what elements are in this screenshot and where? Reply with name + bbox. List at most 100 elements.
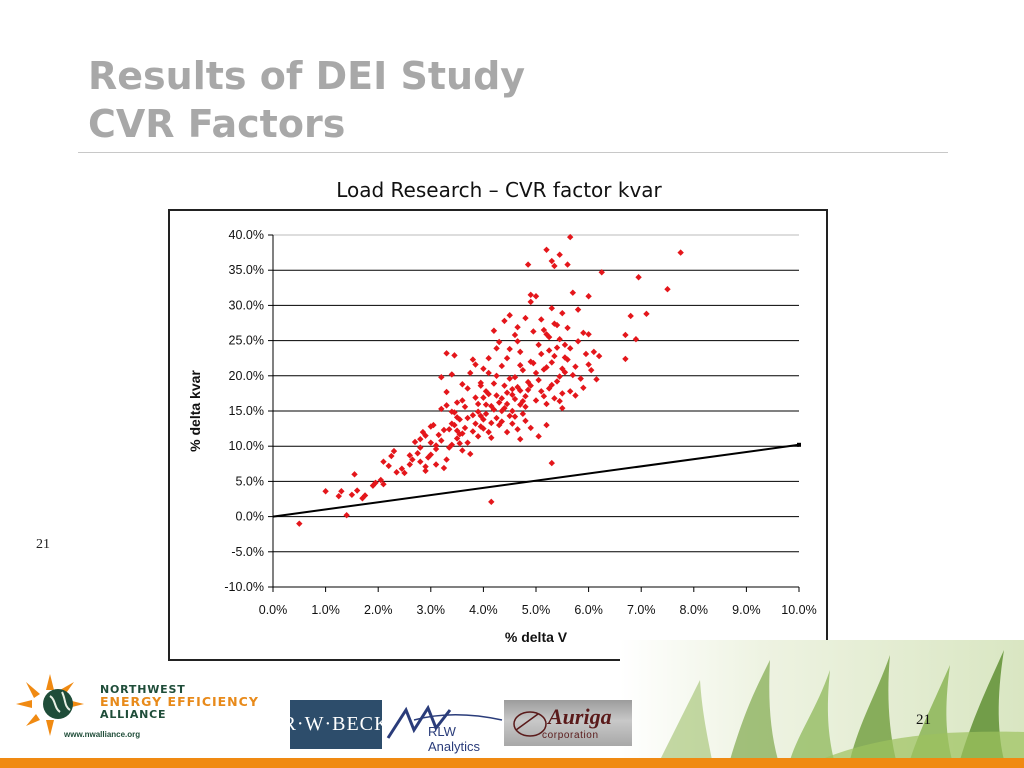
data-point xyxy=(506,375,513,382)
data-point xyxy=(443,402,450,409)
data-point xyxy=(440,464,448,472)
data-point xyxy=(338,488,345,495)
title-divider xyxy=(78,152,948,153)
data-point xyxy=(456,416,463,423)
x-tick-label: 10.0% xyxy=(781,603,816,617)
chart-title: Load Research – CVR factor kvar xyxy=(336,178,662,202)
y-tick-label: -5.0% xyxy=(231,545,264,559)
data-point xyxy=(530,359,537,367)
data-point xyxy=(335,492,342,500)
data-point xyxy=(593,376,600,383)
data-point xyxy=(322,488,329,495)
reference-line xyxy=(272,443,800,518)
data-point xyxy=(422,467,429,475)
data-point xyxy=(448,408,456,415)
data-point xyxy=(498,362,506,370)
data-point xyxy=(488,498,495,506)
data-point xyxy=(548,459,555,467)
data-point xyxy=(643,310,650,318)
side-slide-number: 21 xyxy=(36,537,50,552)
data-point xyxy=(482,388,490,395)
data-point xyxy=(585,293,592,300)
data-point xyxy=(548,359,555,366)
data-point xyxy=(538,316,545,323)
data-point xyxy=(543,364,550,371)
data-point xyxy=(453,399,461,406)
data-point xyxy=(527,424,534,432)
reference-line-layer xyxy=(272,442,801,518)
data-point xyxy=(527,291,534,299)
page-number: 21 xyxy=(916,712,931,728)
data-point xyxy=(506,312,513,319)
data-point xyxy=(664,286,671,293)
data-point xyxy=(493,392,500,399)
data-point xyxy=(480,394,487,401)
data-point xyxy=(485,369,492,377)
data-point xyxy=(556,251,563,258)
data-point xyxy=(480,365,487,372)
data-point xyxy=(477,412,484,420)
data-point xyxy=(488,419,495,427)
data-point xyxy=(490,380,498,387)
data-point xyxy=(498,418,506,425)
data-point xyxy=(401,469,408,477)
data-point xyxy=(677,249,684,256)
data-point xyxy=(564,324,571,332)
data-point xyxy=(540,366,548,373)
x-tick-label: 8.0% xyxy=(680,603,709,617)
data-point xyxy=(519,397,527,405)
sun-globe-icon xyxy=(16,674,84,736)
data-point xyxy=(372,479,379,487)
data-point xyxy=(474,408,482,415)
data-point xyxy=(498,395,506,402)
data-point xyxy=(622,331,629,339)
data-point xyxy=(524,386,532,394)
data-point xyxy=(527,382,534,389)
data-point xyxy=(524,261,532,268)
data-point xyxy=(522,393,529,400)
y-tick-label: 30.0% xyxy=(229,298,264,312)
axes xyxy=(268,234,800,592)
slide-title: Results of DEI Study CVR Factors xyxy=(88,52,525,148)
rlw-analytics-logo: RLW Analytics xyxy=(384,700,504,754)
data-point xyxy=(477,423,484,430)
data-point xyxy=(406,452,413,459)
data-point xyxy=(459,447,466,454)
data-point xyxy=(572,392,579,399)
data-point xyxy=(448,420,456,427)
data-point xyxy=(585,331,592,338)
data-point xyxy=(432,461,440,468)
data-point xyxy=(530,328,537,335)
data-point xyxy=(514,426,521,433)
data-point xyxy=(588,366,595,374)
grass-banner-image xyxy=(620,640,1024,760)
data-point xyxy=(543,400,550,408)
data-point xyxy=(535,376,542,384)
data-point xyxy=(417,444,424,451)
data-point xyxy=(414,450,421,457)
y-tick-label: 5.0% xyxy=(236,474,265,488)
data-point xyxy=(545,333,553,341)
data-point xyxy=(417,435,424,443)
data-point xyxy=(474,400,482,408)
data-point xyxy=(585,361,592,368)
data-point xyxy=(543,246,550,253)
data-point xyxy=(545,347,553,354)
data-point xyxy=(443,388,450,396)
data-point xyxy=(353,487,361,494)
data-point xyxy=(543,331,550,338)
data-point xyxy=(548,305,555,312)
data-point xyxy=(469,412,477,419)
data-point xyxy=(472,394,479,401)
data-point xyxy=(411,438,419,446)
data-point xyxy=(461,403,469,410)
data-point xyxy=(509,385,516,393)
data-point xyxy=(459,397,466,404)
data-point xyxy=(485,390,492,398)
data-point xyxy=(566,388,574,395)
data-point xyxy=(511,374,519,381)
data-point xyxy=(440,426,448,434)
data-point xyxy=(511,413,519,420)
data-point xyxy=(464,385,471,392)
nwea-wordmark: NORTHWEST ENERGY EFFICIENCY ALLIANCE xyxy=(100,684,259,721)
